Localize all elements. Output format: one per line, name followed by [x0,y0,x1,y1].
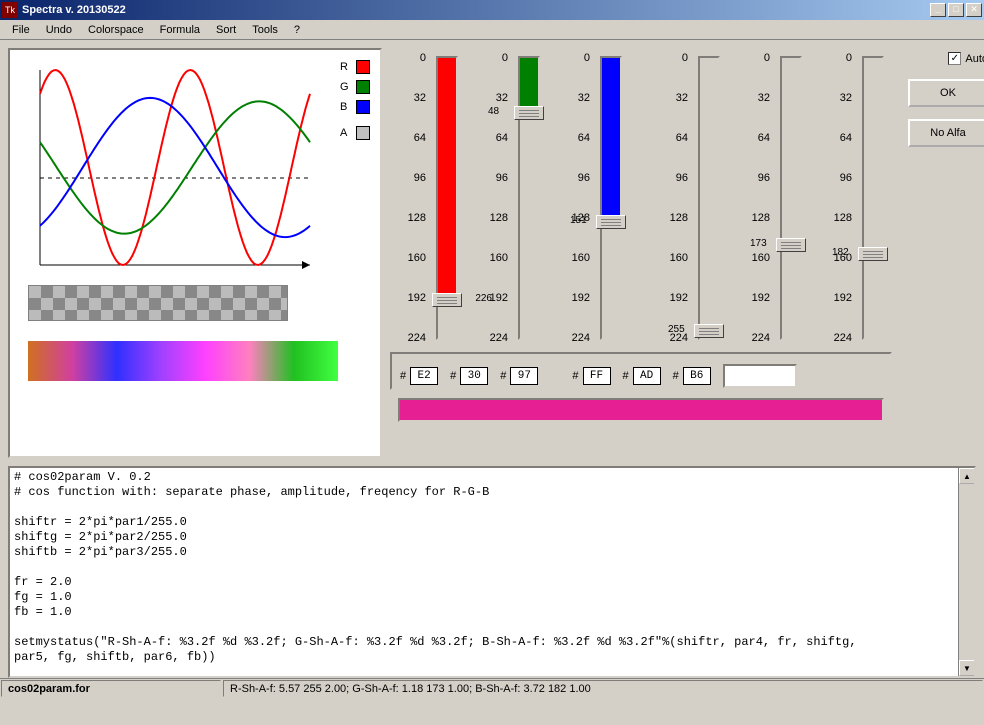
legend-swatch-G [356,80,370,94]
alpha-checker-strip [28,285,288,321]
menubar: FileUndoColorspaceFormulaSortTools? [0,20,984,40]
menu-undo[interactable]: Undo [38,22,80,38]
legend-label-R: R [340,61,356,73]
scrollbar-vertical[interactable]: ▲ ▼ [958,468,974,676]
hash-label: # [400,370,406,382]
hash-label: # [500,370,506,382]
slider-value: 255 [668,324,685,335]
hex-input-4[interactable] [633,367,661,385]
window-title: Spectra v. 20130522 [22,4,930,16]
hex-input-5[interactable] [683,367,711,385]
slider-value: 151 [570,215,587,226]
hex-input-2[interactable] [510,367,538,385]
status-filename: cos02param.for [1,680,221,697]
hex-input-0[interactable] [410,367,438,385]
legend-swatch-R [356,60,370,74]
titlebar: Tk Spectra v. 20130522 _ □ ✕ [0,0,984,20]
slider-track[interactable] [698,56,720,340]
legend-swatch-A [356,126,370,140]
menu-file[interactable]: File [4,22,38,38]
slider-0: 0326496128160192224226 [390,48,466,348]
slider-ticks: 0326496128160192224 [554,48,594,348]
slider-track[interactable] [518,56,540,340]
slider-3: 0326496128160192224255 [652,48,728,348]
menu-formula[interactable]: Formula [152,22,208,38]
legend: RGB A [340,60,370,275]
slider-thumb[interactable] [596,215,626,229]
legend-label-B: B [340,101,356,113]
auto-label: Auto [965,53,984,65]
menu-help[interactable]: ? [286,22,308,38]
legend-swatch-B [356,100,370,114]
auto-checkbox[interactable]: ✓ [948,52,961,65]
ok-button[interactable]: OK [908,79,984,107]
scroll-up-button[interactable]: ▲ [959,468,975,484]
sliders-panel: 0326496128160192224226032649612816019222… [390,48,892,458]
hash-label: # [450,370,456,382]
slider-ticks: 0326496128160192224 [390,48,430,348]
hash-label: # [572,370,578,382]
slider-track[interactable] [600,56,622,340]
menu-colorspace[interactable]: Colorspace [80,22,152,38]
slider-thumb[interactable] [858,247,888,261]
slider-value: 48 [488,106,499,117]
minimize-button[interactable]: _ [930,3,946,17]
result-color-bar [398,398,884,422]
slider-ticks: 0326496128160192224 [734,48,774,348]
slider-1: 032649612816019222448 [472,48,548,348]
slider-thumb[interactable] [776,238,806,252]
hex-row: # # # # # # [390,352,892,390]
slider-value: 182 [832,247,849,258]
slider-ticks: 0326496128160192224 [816,48,856,348]
menu-tools[interactable]: Tools [244,22,286,38]
slider-4: 0326496128160192224173 [734,48,810,348]
slider-ticks: 0326496128160192224 [652,48,692,348]
no-alfa-button[interactable]: No Alfa [908,119,984,147]
hex-input-3[interactable] [583,367,611,385]
status-info: R-Sh-A-f: 5.57 255 2.00; G-Sh-A-f: 1.18 … [223,680,983,697]
app-icon: Tk [2,2,18,18]
hex-combined[interactable] [723,364,797,388]
menu-sort[interactable]: Sort [208,22,244,38]
right-panel: ✓ Auto OK No Alfa [900,48,984,458]
slider-thumb[interactable] [514,106,544,120]
code-editor[interactable]: # cos02param V. 0.2 # cos function with:… [8,466,976,678]
slider-5: 0326496128160192224182 [816,48,892,348]
legend-label-A: A [340,127,356,139]
slider-track[interactable] [780,56,802,340]
slider-track[interactable] [862,56,884,340]
code-text: # cos02param V. 0.2 # cos function with:… [10,468,974,678]
slider-thumb[interactable] [694,324,724,338]
hex-input-1[interactable] [460,367,488,385]
hash-label: # [673,370,679,382]
hash-label: # [623,370,629,382]
legend-label-G: G [340,81,356,93]
waveform-graph [20,60,330,275]
slider-value: 173 [750,238,767,249]
maximize-button[interactable]: □ [948,3,964,17]
slider-ticks: 0326496128160192224 [472,48,512,348]
auto-checkbox-row: ✓ Auto [908,52,984,65]
graph-panel: RGB A [8,48,382,458]
close-button[interactable]: ✕ [966,3,982,17]
slider-thumb[interactable] [432,293,462,307]
statusbar: cos02param.for R-Sh-A-f: 5.57 255 2.00; … [0,678,984,698]
slider-2: 0326496128160192224151 [554,48,630,348]
scroll-down-button[interactable]: ▼ [959,660,975,676]
gradient-preview [28,341,338,381]
